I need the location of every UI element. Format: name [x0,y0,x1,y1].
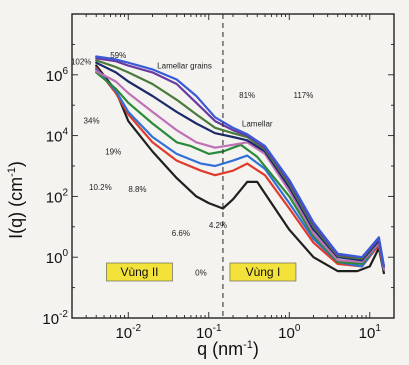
annotation-label: 59% [110,51,126,60]
series-layer [95,55,385,275]
annotation-label: 81% [239,91,255,100]
annotation-label: 102% [71,57,91,66]
x-tick-label: 100 [278,323,301,342]
annotation-label: Lamellar grains [157,62,212,71]
annotation-label: 6.6% [172,229,190,238]
annotation-label: 0% [195,269,207,278]
series-line-4 [95,70,385,271]
y-axis-label: I(q) (cm-1) [6,161,26,239]
axis-layer: 10-2 10-1 100 101 10-2 100 102 104 106 [42,13,395,342]
annotation-label: 4.2% [209,221,227,230]
annotation-layer: 102% 59% Lamellar grains 81% 117% 34% 19% Lamel… [71,51,313,278]
series-line-2 [95,68,385,271]
annotation-label: 10.2% [89,183,112,192]
annotation-label: Lamellar [242,119,273,128]
y-tick-label: 10-2 [42,309,68,328]
series-line-3 [95,71,385,271]
annotation-label: 34% [84,117,100,126]
region-label-right: Vùng I [229,262,297,282]
annotation-label: 8.8% [128,185,146,194]
series-line-0 [95,64,385,275]
x-tick-label: 10-1 [196,323,222,342]
y-tick-label: 102 [46,187,69,206]
series-line-6 [95,59,385,268]
x-axis-label: q (nm-1) [197,339,259,359]
region-label-right-text: Vùng I [246,265,281,279]
series-line-5 [95,61,385,268]
x-tick-label: 10-2 [115,323,141,342]
y-tick-label: 106 [46,66,69,85]
y-tick-label: 100 [46,248,69,267]
region-label-left-text: Vùng II [120,265,158,279]
y-tick-label: 104 [46,127,69,146]
series-line-7 [95,57,385,268]
series-line-8 [95,55,385,268]
region-label-left: Vùng II [106,262,173,282]
annotation-label: 117% [294,91,314,100]
annotation-label: 19% [105,147,121,156]
x-tick-label: 101 [359,323,382,342]
